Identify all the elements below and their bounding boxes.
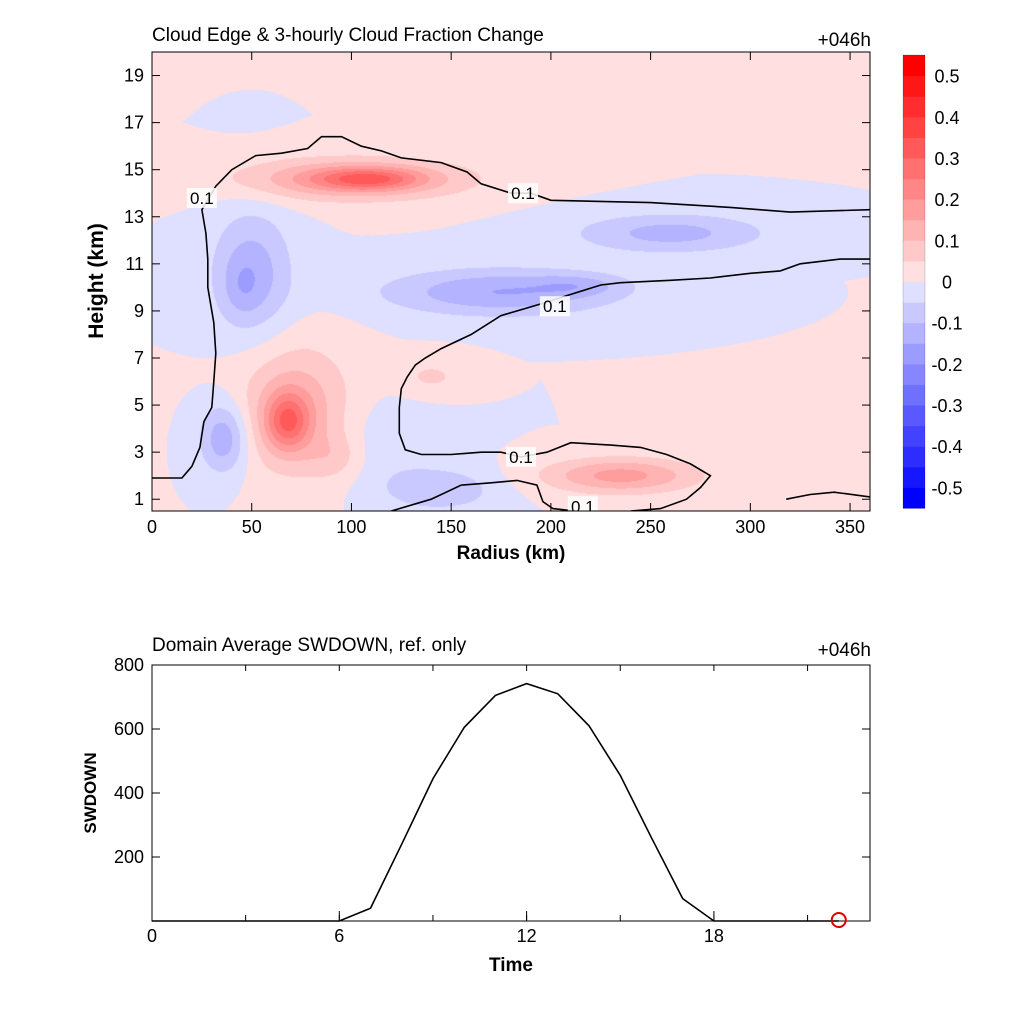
swdown-plot-frame <box>151 664 871 922</box>
colorbar-swatch <box>903 75 925 97</box>
colorbar-swatch <box>903 343 925 365</box>
colorbar-swatch <box>903 384 925 406</box>
swdown-line <box>152 682 839 922</box>
contour-line <box>398 258 870 511</box>
colorbar-swatch <box>903 199 925 221</box>
cloud-fraction-fill <box>152 52 870 511</box>
y-tick-label: 15 <box>124 160 144 180</box>
y-tick-label: 13 <box>124 207 144 227</box>
colorbar-swatch <box>903 466 925 488</box>
colorbar-swatch <box>903 405 925 427</box>
x-tick-label: 18 <box>704 926 724 946</box>
current-time-marker <box>830 912 847 928</box>
swdown-axes: 0 6 12 18 200 400 600 800 <box>114 655 870 946</box>
contour-label-bg <box>539 296 570 317</box>
contour-label-bg <box>186 187 217 208</box>
contour-label: 0.1 <box>190 189 214 208</box>
contour-label-bg <box>567 496 598 511</box>
contour-line <box>391 479 575 511</box>
x-tick-label: 350 <box>835 517 865 537</box>
colorbar-swatch <box>903 302 925 324</box>
x-tick-label: 6 <box>334 926 344 946</box>
swdown-chart-title: Domain Average SWDOWN, ref. only <box>152 635 467 656</box>
contour-label-bg <box>505 446 536 467</box>
colorbar-swatch <box>903 157 925 180</box>
colorbar-swatch <box>903 116 925 138</box>
colorbar-swatch <box>903 363 925 385</box>
cloud-y-axis-label: Height (km) <box>85 223 108 339</box>
y-tick-label: 5 <box>134 395 144 415</box>
y-tick-label: 9 <box>134 301 144 321</box>
colorbar-label: 0.3 <box>934 149 959 169</box>
x-tick-label: 12 <box>517 926 537 946</box>
cloud-time-label: +046h <box>818 30 871 51</box>
colorbar-label: 0.1 <box>934 231 959 251</box>
y-tick-label: 3 <box>134 442 144 462</box>
cloud-plot-area: 0.1 0.1 0.1 0.1 0.1 <box>152 52 870 516</box>
colorbar-label: 0.5 <box>934 67 959 87</box>
colorbar-swatch <box>903 260 925 282</box>
y-tick-label: 7 <box>134 348 144 368</box>
x-tick-label: 0 <box>147 517 157 537</box>
colorbar-swatch <box>903 240 925 262</box>
colorbar-swatch <box>903 425 925 447</box>
x-tick-label: 0 <box>147 926 157 946</box>
contour-label: 0.1 <box>509 448 533 467</box>
colorbar-label: -0.1 <box>931 314 962 334</box>
x-tick-label: 100 <box>336 517 366 537</box>
contour-label: 0.1 <box>543 297 567 316</box>
colorbar-swatch <box>903 281 925 303</box>
contour-label: 0.1 <box>511 184 535 203</box>
colorbar-label: 0.2 <box>934 190 959 210</box>
colorbar-swatch <box>903 446 925 468</box>
y-tick-label: 800 <box>114 655 144 675</box>
swdown-panel: Domain Average SWDOWN, ref. only +046h 0… <box>81 635 871 976</box>
cloud-fraction-panel: Cloud Edge & 3-hourly Cloud Fraction Cha… <box>85 25 963 564</box>
colorbar-label: 0.4 <box>934 108 959 128</box>
x-tick-label: 300 <box>735 517 765 537</box>
contour-label-bg <box>507 183 538 204</box>
y-tick-label: 17 <box>124 113 144 133</box>
colorbar-label: -0.2 <box>931 355 962 375</box>
colorbar-swatch <box>903 55 925 77</box>
x-tick-label: 50 <box>242 517 262 537</box>
x-tick-label: 150 <box>436 517 466 537</box>
y-tick-label: 1 <box>134 489 144 509</box>
y-tick-label: 600 <box>114 719 144 739</box>
contour-line <box>786 491 870 500</box>
colorbar-label: -0.3 <box>931 396 962 416</box>
swdown-series <box>152 682 847 928</box>
colorbar-swatch <box>903 322 925 344</box>
x-tick-label: 250 <box>636 517 666 537</box>
contour-label: 0.1 <box>571 497 595 516</box>
colorbar-swatch <box>903 487 925 509</box>
colorbar-swatch <box>903 137 925 159</box>
colorbar-swatch <box>903 178 925 200</box>
cloud-chart-title: Cloud Edge & 3-hourly Cloud Fraction Cha… <box>152 25 544 46</box>
contour-lines: 0.1 0.1 0.1 0.1 0.1 <box>152 135 870 516</box>
colorbar-swatch <box>903 96 925 118</box>
cloud-plot-frame <box>151 51 871 512</box>
y-tick-label: 200 <box>114 847 144 867</box>
y-tick-label: 11 <box>125 254 144 274</box>
colorbar-swatch <box>903 219 925 241</box>
y-tick-label: 19 <box>124 66 144 86</box>
swdown-time-label: +046h <box>818 640 871 661</box>
swdown-x-axis-label: Time <box>489 955 533 976</box>
cloud-x-axis-label: Radius (km) <box>457 543 566 564</box>
y-tick-label: 400 <box>114 783 144 803</box>
colorbar-label: -0.5 <box>931 478 962 498</box>
swdown-y-axis-label: SWDOWN <box>81 752 100 833</box>
colorbar-frame <box>902 54 926 509</box>
x-tick-label: 200 <box>536 517 566 537</box>
colorbar-label: -0.4 <box>931 437 962 457</box>
colorbar: 0.5 0.4 0.3 0.2 0.1 0 -0.1 -0.2 -0.3 -0.4 -0.5 <box>902 54 963 509</box>
colorbar-label: 0 <box>942 273 952 293</box>
